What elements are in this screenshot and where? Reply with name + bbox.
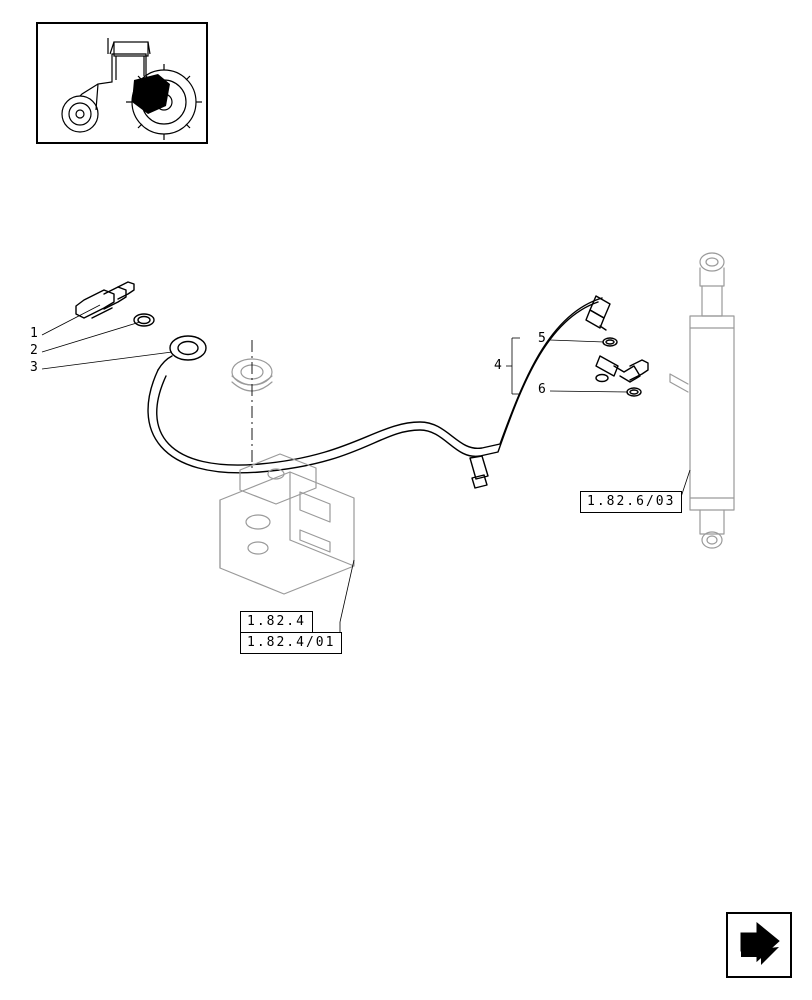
- part-o-ring-right-lower: [627, 388, 641, 396]
- part-o-ring-left: [134, 314, 154, 326]
- callout-5: 5: [538, 331, 546, 346]
- part-o-ring-right-upper: [603, 338, 617, 346]
- callout-1: 1: [30, 326, 38, 341]
- callout-3: 3: [30, 360, 38, 375]
- ref-box-cylinder: 1.82.6/03: [580, 491, 682, 513]
- next-page-button[interactable]: [726, 912, 792, 978]
- ghost-control-valve: [220, 454, 354, 594]
- callout-6: 6: [538, 382, 546, 397]
- parts-diagram: [0, 0, 812, 1000]
- ref-box-valve-2: 1.82.4/01: [240, 632, 342, 654]
- arrow-next-icon: [735, 921, 783, 969]
- ref-box-valve-1: 1.82.4: [240, 611, 313, 633]
- part-elbow-fitting: [596, 356, 648, 382]
- callout-leaders: [42, 305, 690, 640]
- callout-2: 2: [30, 343, 38, 358]
- callout-4: 4: [494, 358, 502, 373]
